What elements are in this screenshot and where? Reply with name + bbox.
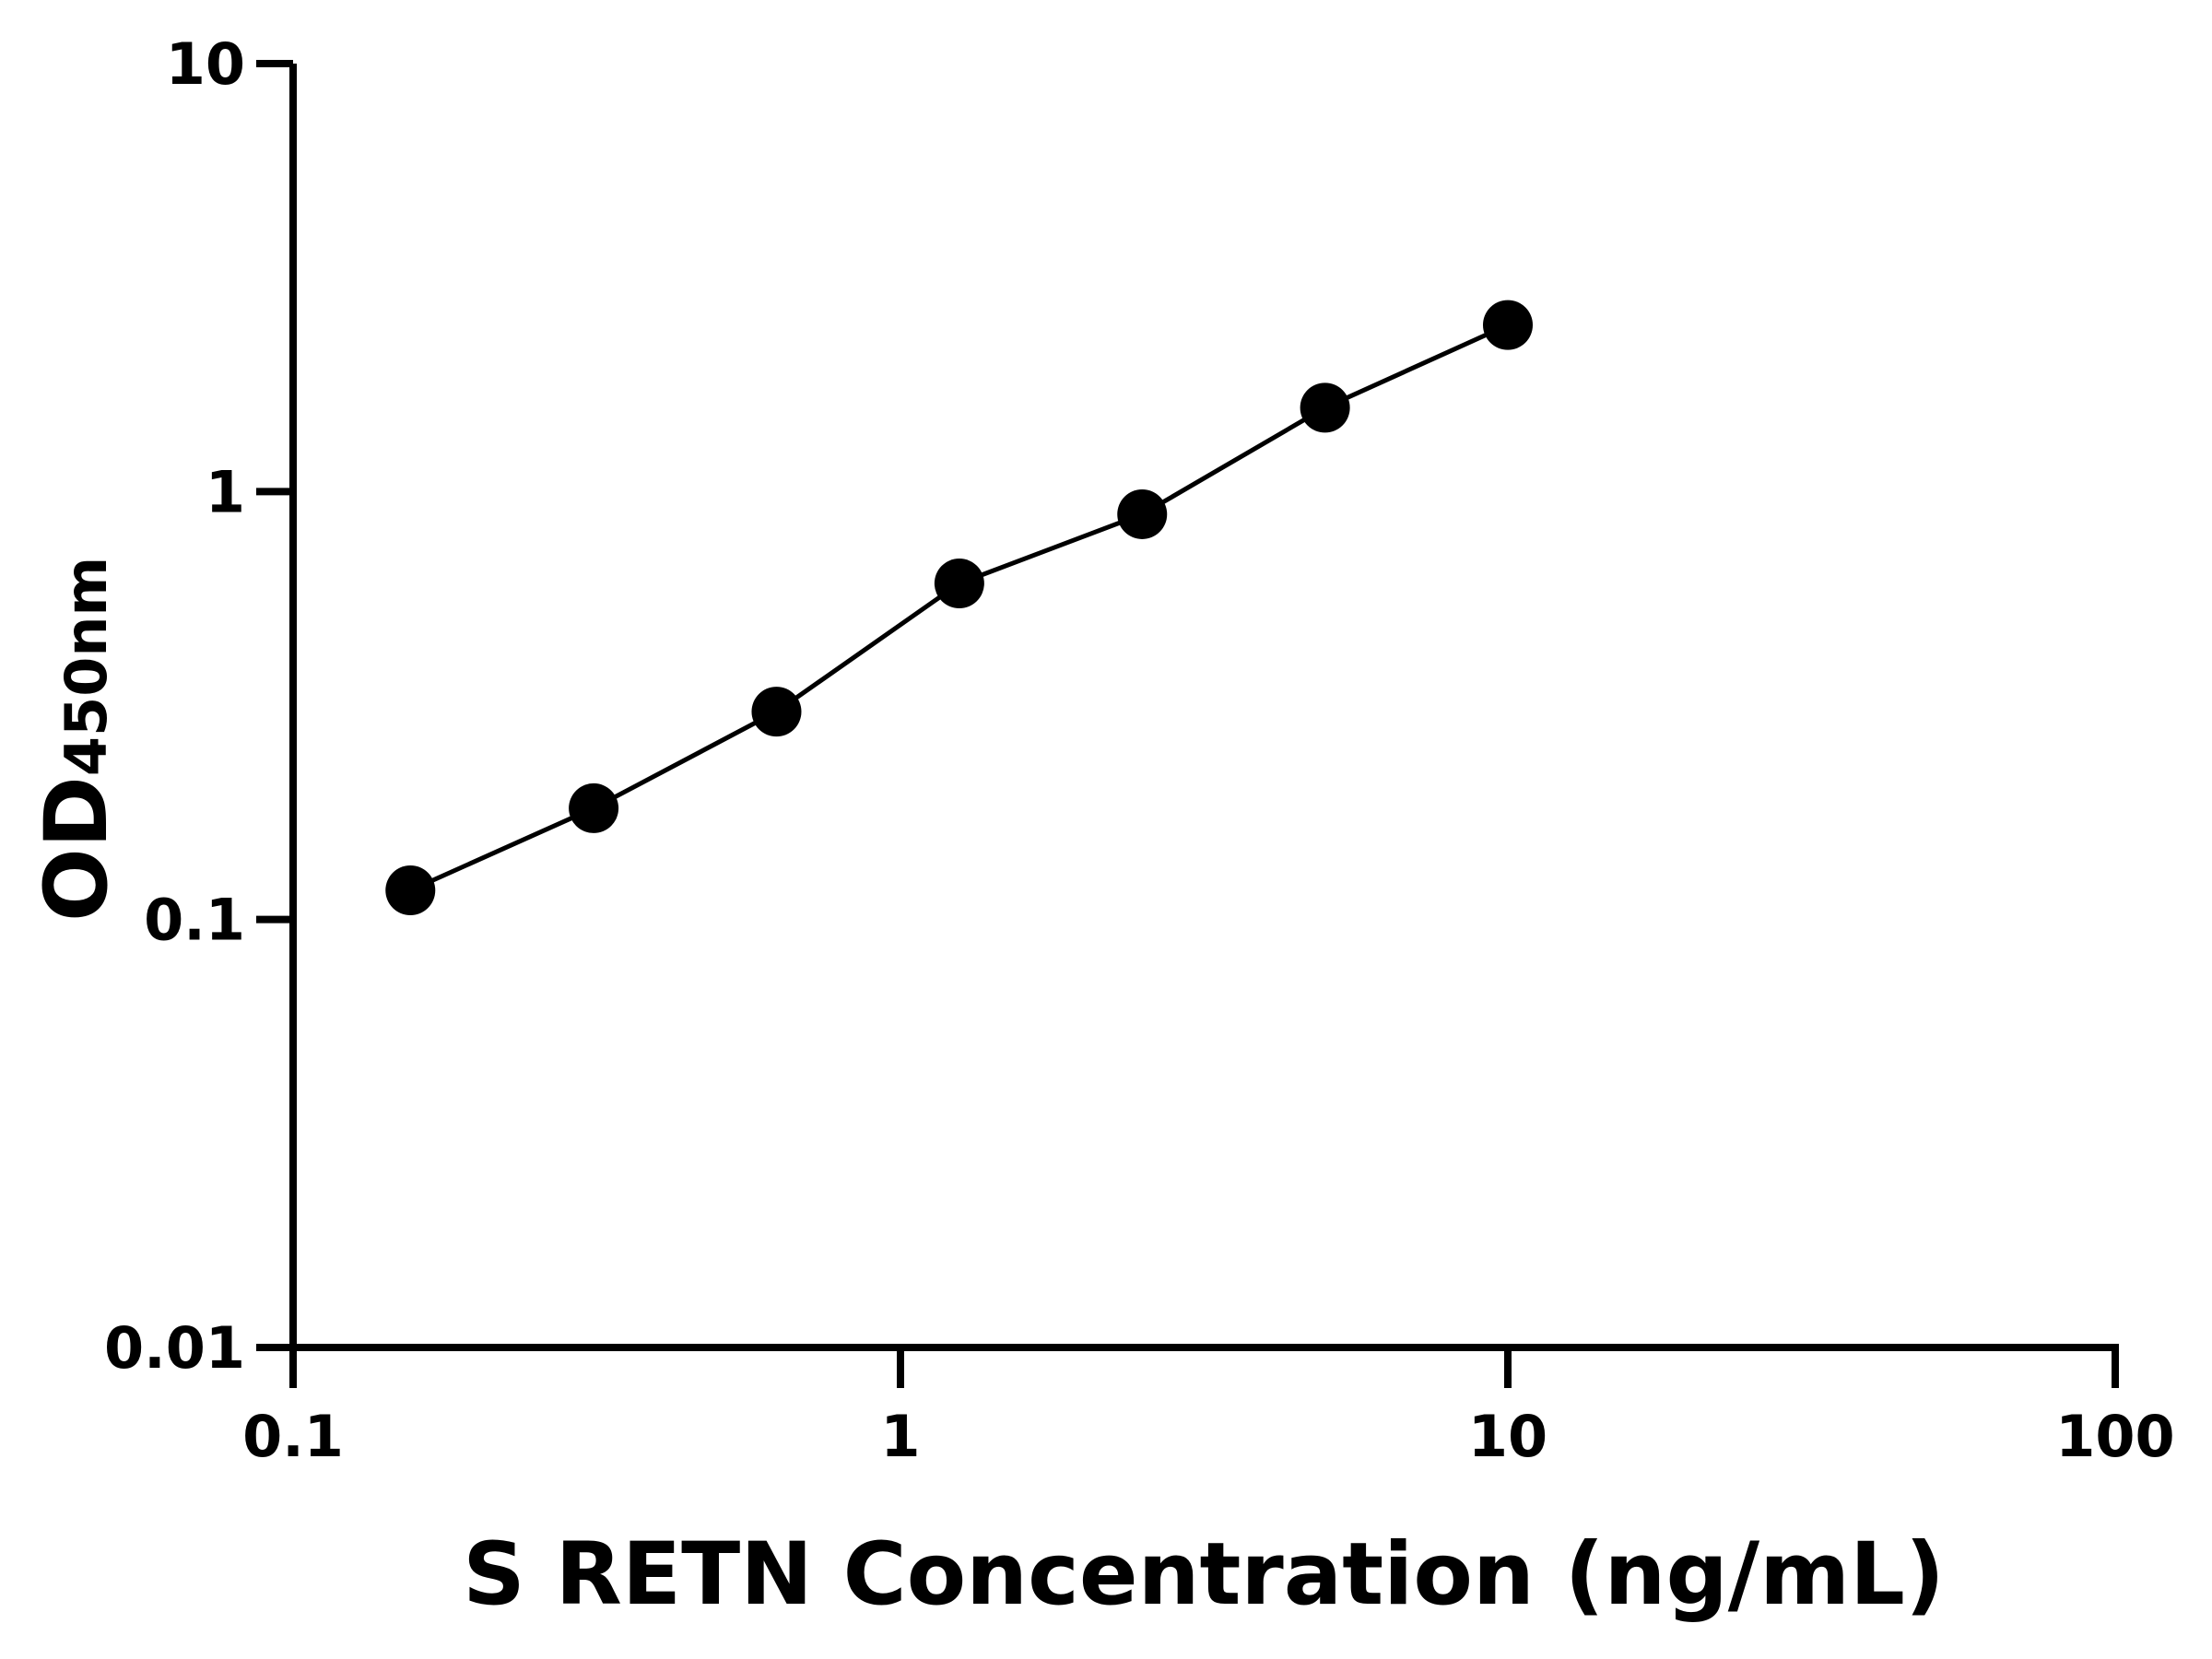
tick-labels: 0.01 0.1 1 10 0.1 1 10 100 xyxy=(104,30,2175,1470)
x-tick-label: 0.1 xyxy=(242,1403,344,1470)
x-tick-label: 100 xyxy=(2055,1403,2174,1470)
data-point xyxy=(751,687,802,737)
data-point xyxy=(1117,488,1168,539)
x-axis-label: S RETN Concentration (ng/mL) xyxy=(463,1524,1945,1625)
x-tick-label: 1 xyxy=(880,1403,920,1470)
data-point xyxy=(934,559,984,609)
y-axis-label-subscript: 450nm xyxy=(53,557,120,776)
y-axis-label-main: OD xyxy=(27,776,127,922)
data-point xyxy=(1300,382,1350,433)
data-marks xyxy=(385,300,1533,916)
y-tick-label: 0.01 xyxy=(104,1314,245,1382)
data-point xyxy=(385,865,436,916)
y-axis-label: OD450nm xyxy=(27,557,127,922)
x-tick-label: 10 xyxy=(1468,1403,1547,1470)
data-point xyxy=(569,782,619,833)
data-point xyxy=(1483,300,1533,350)
axes xyxy=(256,60,2119,1388)
y-tick-label: 1 xyxy=(206,458,245,525)
y-tick-label: 10 xyxy=(166,30,245,98)
y-tick-label: 0.1 xyxy=(144,887,245,954)
